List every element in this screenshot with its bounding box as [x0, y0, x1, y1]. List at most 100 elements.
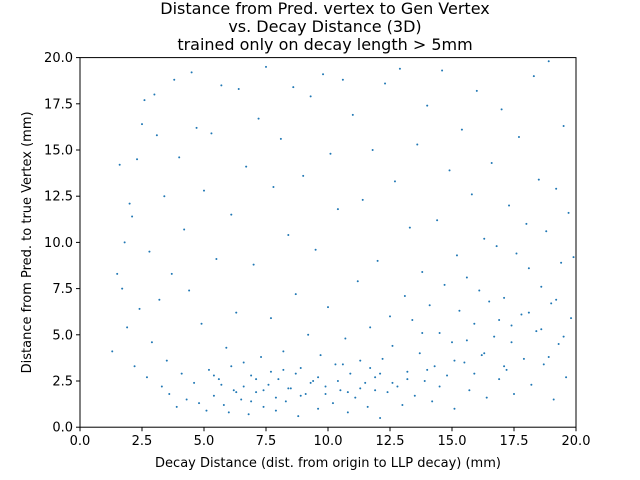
x-tick-label: 7.5: [256, 434, 277, 449]
data-point: [322, 73, 325, 76]
x-tick-label: 17.5: [500, 434, 529, 449]
x-tick-label: 15.0: [438, 434, 467, 449]
data-point: [155, 134, 158, 137]
data-point: [498, 319, 501, 322]
data-point: [401, 404, 404, 407]
y-tick-label: 7.5: [52, 282, 73, 297]
data-point: [165, 359, 168, 362]
data-point: [478, 289, 481, 292]
data-point: [128, 202, 131, 205]
data-point: [232, 389, 235, 392]
data-point: [260, 355, 263, 358]
data-point: [284, 400, 287, 403]
y-tick-label: 15.0: [44, 144, 73, 159]
data-point: [460, 128, 463, 131]
data-point: [426, 368, 429, 371]
data-point: [495, 245, 498, 248]
data-point: [329, 152, 332, 155]
data-point: [349, 372, 352, 375]
data-point: [235, 311, 238, 314]
data-point: [408, 226, 411, 229]
data-point: [364, 381, 367, 384]
data-point: [525, 222, 528, 225]
data-point: [180, 372, 183, 375]
data-point: [215, 258, 218, 261]
data-point: [341, 363, 344, 366]
data-point: [547, 60, 550, 63]
data-point: [406, 370, 409, 373]
data-point: [346, 411, 349, 414]
data-point: [555, 298, 558, 301]
data-point: [535, 330, 538, 333]
data-point: [282, 368, 285, 371]
data-point: [217, 378, 220, 381]
data-point: [376, 259, 379, 262]
data-point: [195, 126, 198, 129]
data-point: [178, 156, 181, 159]
data-point: [344, 337, 347, 340]
data-point: [225, 346, 228, 349]
data-point: [426, 104, 429, 107]
data-point: [465, 339, 468, 342]
data-point: [145, 376, 148, 379]
data-point: [480, 354, 483, 357]
data-point: [327, 306, 329, 309]
data-point: [354, 396, 357, 399]
data-point: [237, 88, 240, 91]
data-point: [287, 387, 290, 390]
chart-title-line-1: Distance from Pred. vertex to Gen Vertex: [160, 0, 489, 18]
data-point: [269, 317, 272, 320]
data-point: [255, 391, 258, 394]
data-point: [547, 355, 550, 358]
data-point: [133, 365, 136, 368]
data-point: [572, 256, 575, 259]
data-point: [185, 398, 188, 401]
data-point: [247, 413, 250, 416]
data-point: [302, 174, 305, 177]
data-point: [545, 230, 548, 233]
data-point: [153, 93, 156, 96]
data-point: [423, 380, 426, 382]
data-point: [116, 272, 119, 275]
data-point: [493, 335, 496, 338]
data-point: [361, 198, 364, 201]
data-point: [532, 75, 535, 78]
data-point: [473, 372, 476, 375]
data-point: [148, 250, 151, 253]
data-point: [351, 113, 354, 116]
data-point: [379, 416, 382, 419]
data-point: [542, 363, 545, 366]
data-point: [483, 237, 486, 240]
x-tick-label: 10.0: [314, 434, 343, 449]
data-point: [540, 285, 543, 288]
data-point: [274, 409, 277, 412]
data-point: [279, 137, 282, 140]
data-point: [317, 376, 320, 379]
data-point: [245, 165, 248, 168]
data-point: [446, 374, 449, 377]
data-point: [510, 341, 513, 344]
data-point: [527, 311, 530, 314]
data-point: [222, 404, 225, 407]
data-point: [123, 241, 126, 244]
data-point: [309, 381, 312, 384]
data-point: [339, 389, 342, 392]
data-points: [111, 60, 575, 419]
chart-title-line-2: vs. Decay Distance (3D): [228, 17, 421, 36]
data-point: [230, 213, 233, 216]
data-point: [170, 272, 173, 275]
data-point: [416, 143, 419, 146]
data-point: [562, 124, 565, 127]
data-point: [520, 313, 523, 316]
data-point: [483, 352, 486, 355]
data-point: [552, 398, 555, 401]
x-tick-label: 12.5: [376, 434, 405, 449]
data-point: [292, 86, 295, 89]
data-point: [198, 402, 201, 405]
data-point: [438, 331, 441, 334]
data-point: [287, 234, 290, 237]
chart-title: Distance from Pred. vertex to Gen Vertex…: [160, 0, 489, 54]
data-point: [389, 315, 391, 318]
data-point: [369, 326, 372, 329]
data-point: [455, 254, 458, 257]
